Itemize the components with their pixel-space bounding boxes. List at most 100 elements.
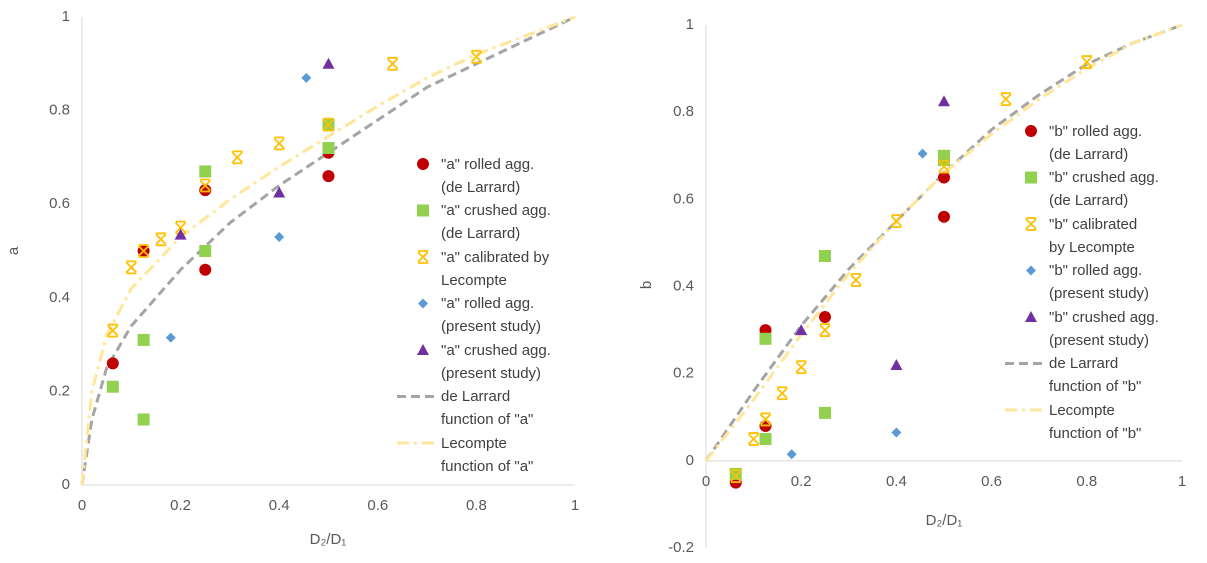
point xyxy=(274,231,285,242)
point xyxy=(137,413,150,426)
y-tick-label: 0.2 xyxy=(673,365,694,382)
legend-label: Lecompte function of "a" xyxy=(441,434,534,475)
point xyxy=(786,449,797,460)
y-tick-label: 0.4 xyxy=(49,289,70,306)
x-tick-label: 0.8 xyxy=(466,497,487,514)
legend-marker xyxy=(418,298,428,309)
point xyxy=(795,324,808,336)
point xyxy=(322,117,335,132)
y-tick-label: 0 xyxy=(62,476,70,493)
point xyxy=(795,360,807,375)
point xyxy=(759,433,772,446)
point xyxy=(1081,55,1093,69)
point xyxy=(747,432,760,446)
y-axis-title: a xyxy=(5,246,22,255)
legend-label: "a" rolled agg. (present study) xyxy=(441,295,542,335)
point xyxy=(155,232,167,247)
point xyxy=(891,427,902,438)
x-tick-label: 0 xyxy=(78,497,86,514)
x-tick-label: 1 xyxy=(1178,473,1186,490)
y-tick-label: 0.4 xyxy=(673,277,694,294)
legend-label: "b" crushed agg. (present study) xyxy=(1049,308,1159,349)
y-tick-label: 0.8 xyxy=(49,102,70,119)
function-line xyxy=(80,15,576,486)
legend-label: "a" crushed agg. (present study) xyxy=(441,341,551,382)
legend-label: "a" calibrated by Lecompte xyxy=(441,248,550,289)
point xyxy=(107,323,119,338)
legend-label: "a" rolled agg. (de Larrard) xyxy=(441,155,535,196)
point xyxy=(322,170,335,183)
point xyxy=(165,332,176,343)
y-tick-label: 1 xyxy=(62,8,70,25)
legend-marker xyxy=(1025,217,1037,231)
legend-label: "b" rolled agg. (de Larrard) xyxy=(1049,122,1143,163)
y-tick-label: 0.8 xyxy=(673,103,694,120)
legend-marker xyxy=(1025,171,1037,184)
x-tick-label: 0.6 xyxy=(981,473,1002,490)
x-tick-label: 0.2 xyxy=(791,473,812,490)
point xyxy=(199,178,211,193)
legend-label: "b" rolled agg. (present study) xyxy=(1049,262,1150,302)
legend-marker xyxy=(417,250,429,264)
point xyxy=(137,244,150,258)
point xyxy=(273,136,285,151)
point xyxy=(199,184,212,197)
y-tick-label: 0.2 xyxy=(49,382,70,399)
x-tick-label: 0 xyxy=(702,473,710,490)
point xyxy=(730,469,742,483)
point xyxy=(938,171,950,184)
point xyxy=(470,49,483,64)
point xyxy=(819,249,831,262)
point xyxy=(125,260,137,275)
x-tick-label: 0.6 xyxy=(367,497,388,514)
legend-marker xyxy=(417,158,429,170)
point xyxy=(199,245,212,257)
legend-marker xyxy=(417,344,429,355)
point xyxy=(917,148,928,159)
point xyxy=(273,186,286,198)
point xyxy=(106,380,119,393)
point xyxy=(322,142,335,155)
legend-label: "b" crushed agg. (de Larrard) xyxy=(1049,169,1159,209)
x-tick-label: 0.2 xyxy=(170,497,191,514)
legend-marker xyxy=(417,204,429,217)
point xyxy=(1000,92,1012,106)
point xyxy=(938,95,950,107)
point xyxy=(322,57,335,69)
x-axis-title: D₂/D₁ xyxy=(926,512,963,529)
point xyxy=(776,386,788,401)
y-tick-label: 0 xyxy=(686,452,694,469)
y-axis-title: b xyxy=(638,281,655,289)
point xyxy=(819,406,831,419)
x-tick-label: 0.8 xyxy=(1076,473,1097,490)
point xyxy=(174,228,187,240)
y-tick-label: 0.6 xyxy=(49,195,70,212)
legend-label: "a" crushed agg. (de Larrard) xyxy=(441,202,551,242)
point xyxy=(819,323,831,337)
point xyxy=(759,412,772,427)
point xyxy=(137,333,150,346)
point xyxy=(106,357,119,370)
legend-marker xyxy=(1025,125,1037,137)
point xyxy=(850,273,862,287)
point xyxy=(231,150,243,165)
point xyxy=(938,210,950,223)
point xyxy=(174,220,187,235)
legend-label: de Larrard function of "b" xyxy=(1049,355,1142,395)
y-tick-label: -0.2 xyxy=(668,539,694,556)
x-tick-label: 1 xyxy=(571,497,579,514)
point xyxy=(199,165,212,178)
point xyxy=(938,159,950,174)
point xyxy=(386,56,399,71)
x-tick-label: 0.4 xyxy=(269,497,290,514)
y-tick-label: 1 xyxy=(686,16,694,33)
point xyxy=(819,311,831,324)
x-axis-title: D₂/D₁ xyxy=(310,531,347,548)
point xyxy=(301,72,312,83)
point xyxy=(199,263,212,276)
legend-label: "b" calibrated by Lecompte xyxy=(1049,215,1138,256)
legend-label: de Larrard function of "a" xyxy=(441,388,534,428)
legend-marker xyxy=(1026,265,1036,276)
